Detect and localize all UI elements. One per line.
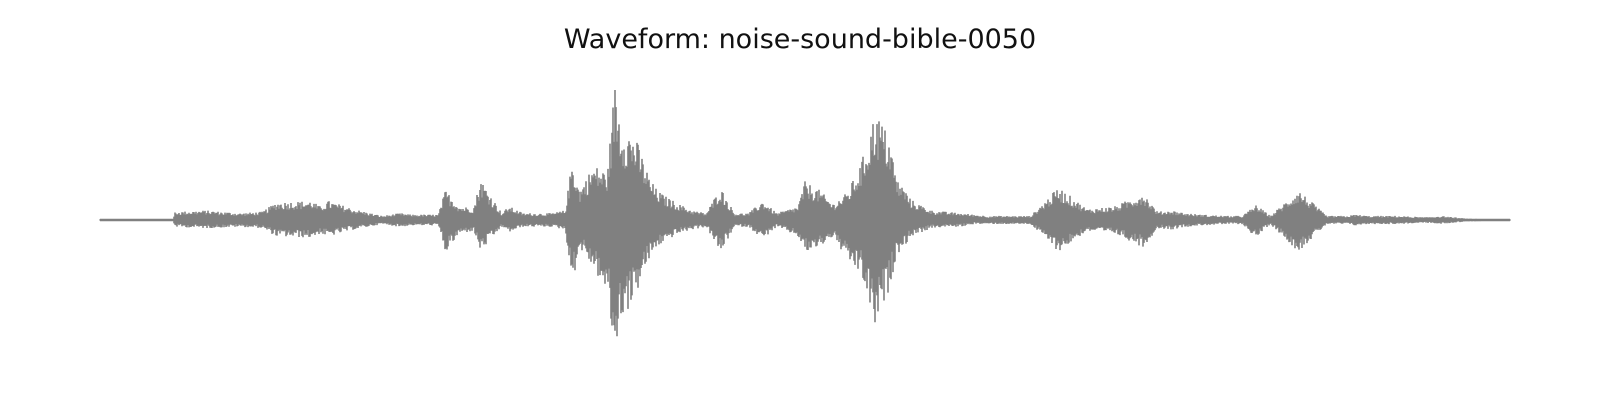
waveform-line [99, 90, 1511, 337]
chart-title: Waveform: noise-sound-bible-0050 [563, 24, 1037, 55]
waveform-series [99, 90, 1511, 337]
